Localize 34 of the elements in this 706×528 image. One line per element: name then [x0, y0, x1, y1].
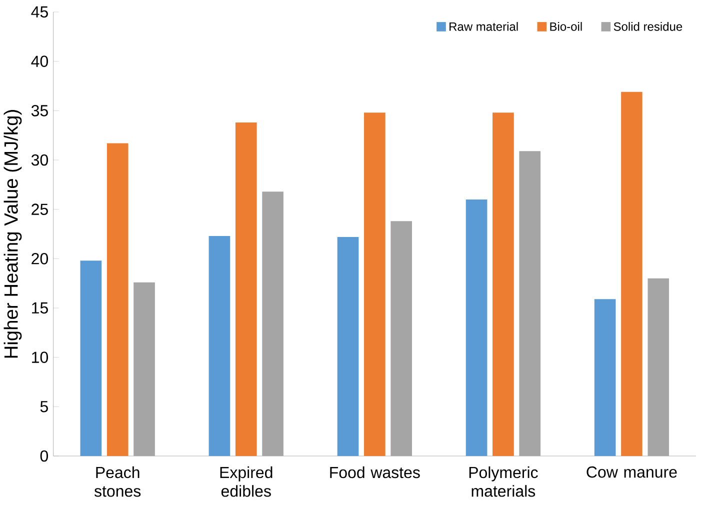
y-tick-label: 30	[31, 154, 48, 166]
y-tick-label: 0	[40, 450, 48, 462]
bar	[337, 236, 359, 456]
legend-label: Solid residue	[614, 22, 682, 31]
bar	[208, 236, 230, 456]
bar	[80, 260, 102, 456]
x-tick-label: Food wastes	[330, 466, 420, 478]
x-tick-label: Cow manure	[586, 466, 677, 478]
bar	[594, 299, 616, 456]
y-tick-label: 20	[32, 253, 48, 264]
bar	[648, 278, 670, 456]
bar	[262, 192, 284, 456]
bar	[492, 112, 514, 456]
bar	[235, 122, 257, 456]
y-tick-label: 35	[31, 105, 48, 116]
legend-label: Raw material	[450, 22, 518, 31]
x-tick-label: Polymeric materials	[469, 466, 538, 497]
y-tick-label: 25	[32, 204, 48, 215]
bar	[466, 199, 488, 456]
x-tick-label: Peach stones	[94, 466, 141, 497]
y-tick-label: 40	[31, 56, 48, 67]
y-tick-label: 15	[32, 302, 48, 314]
bar	[390, 221, 412, 456]
bar	[621, 92, 642, 456]
y-tick-label: 45	[31, 6, 48, 18]
bar	[134, 282, 155, 456]
bar	[364, 112, 386, 456]
bar	[519, 151, 541, 456]
y-axis-title: Higher Heating Value (MJ/kg)	[4, 110, 22, 358]
y-tick-label: 10	[32, 352, 48, 363]
bar	[106, 143, 128, 456]
legend-label: Bio-oil	[550, 22, 582, 31]
x-tick-label: Expired edibles	[220, 466, 272, 497]
y-tick-label: 5	[40, 401, 48, 412]
